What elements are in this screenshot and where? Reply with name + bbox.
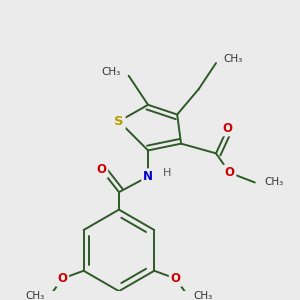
Text: O: O bbox=[225, 166, 235, 179]
Text: S: S bbox=[114, 115, 124, 128]
Text: O: O bbox=[223, 122, 232, 135]
Text: O: O bbox=[57, 272, 67, 285]
Text: O: O bbox=[97, 163, 106, 176]
Text: CH₃: CH₃ bbox=[26, 291, 45, 300]
Text: N: N bbox=[143, 170, 153, 183]
Text: H: H bbox=[163, 168, 172, 178]
Text: CH₃: CH₃ bbox=[102, 67, 121, 77]
Text: CH₃: CH₃ bbox=[193, 291, 212, 300]
Text: CH₃: CH₃ bbox=[224, 54, 243, 64]
Text: O: O bbox=[171, 272, 181, 285]
Text: CH₃: CH₃ bbox=[265, 178, 284, 188]
